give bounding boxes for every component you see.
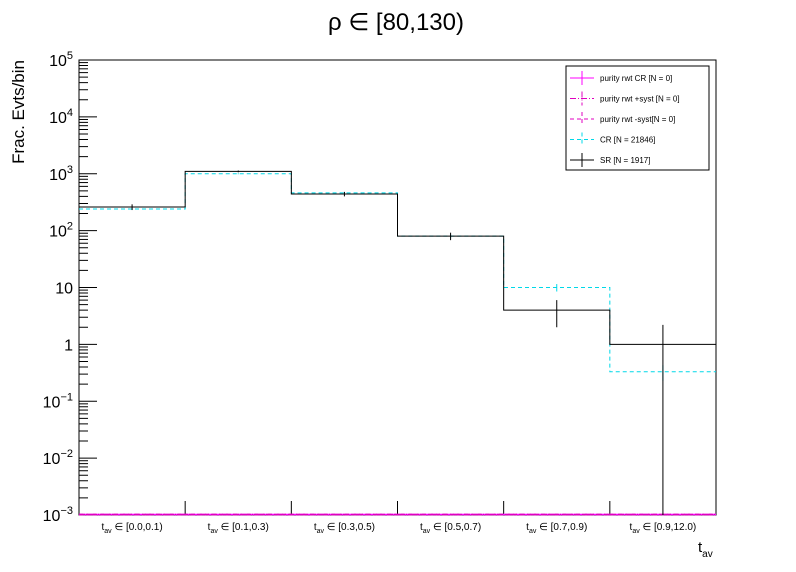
legend-entry: SR [N = 1917] bbox=[570, 153, 650, 167]
y-tick-labels: 10−3 10−2 10−1 1 10 102 103 104 105 bbox=[43, 50, 73, 525]
legend-entry: purity rwt CR [N = 0] bbox=[570, 71, 672, 85]
legend-entry: purity rwt -syst[N = 0] bbox=[570, 112, 675, 126]
legend-label: CR [N = 21846] bbox=[600, 136, 655, 145]
series-layer bbox=[79, 170, 716, 516]
x-tick-label: tav ∈ [0.1,0.3) bbox=[208, 522, 269, 535]
legend-label: purity rwt +syst [N = 0] bbox=[600, 95, 680, 104]
x-axis-label: tav bbox=[698, 539, 713, 560]
legend-entry: purity rwt +syst [N = 0] bbox=[570, 91, 680, 106]
y-tick-label: 104 bbox=[49, 107, 73, 127]
legend-label: SR [N = 1917] bbox=[600, 156, 650, 165]
series-step bbox=[79, 170, 716, 345]
y-tick-label: 10 bbox=[55, 281, 73, 298]
legend-entry: CR [N = 21846] bbox=[570, 132, 655, 147]
y-tick-label: 10−2 bbox=[43, 448, 73, 468]
x-tick-labels: tav ∈ [0.0,0.1) tav ∈ [0.1,0.3) tav ∈ [0.3… bbox=[102, 522, 697, 535]
chart-title: ρ ∈ [80,130) bbox=[328, 9, 464, 36]
legend-label: purity rwt CR [N = 0] bbox=[600, 74, 672, 83]
legend: purity rwt CR [N = 0] purity rwt +syst [N… bbox=[565, 65, 710, 171]
x-tick-label: tav ∈ [0.7,0.9) bbox=[526, 522, 587, 535]
legend-label: purity rwt -syst[N = 0] bbox=[600, 115, 675, 124]
x-tick-label: tav ∈ [0.9,12.0) bbox=[630, 522, 697, 535]
x-tick-label: tav ∈ [0.3,0.5) bbox=[314, 522, 375, 535]
legend-box bbox=[565, 65, 710, 171]
y-tick-label: 10−1 bbox=[43, 391, 73, 411]
y-tick-label: 102 bbox=[49, 221, 73, 241]
x-tick-label: tav ∈ [0.0,0.1) bbox=[102, 522, 163, 535]
y-tick-label: 1 bbox=[64, 337, 73, 354]
series-4 bbox=[79, 170, 716, 515]
y-tick-label: 10−3 bbox=[43, 505, 73, 525]
x-tick-label: tav ∈ [0.5,0.7) bbox=[420, 522, 481, 535]
y-tick-label: 103 bbox=[49, 164, 73, 184]
axis-ticks bbox=[79, 59, 611, 516]
y-tick-label: 105 bbox=[49, 50, 73, 70]
y-axis-label: Frac. Evts/bin bbox=[9, 60, 28, 164]
